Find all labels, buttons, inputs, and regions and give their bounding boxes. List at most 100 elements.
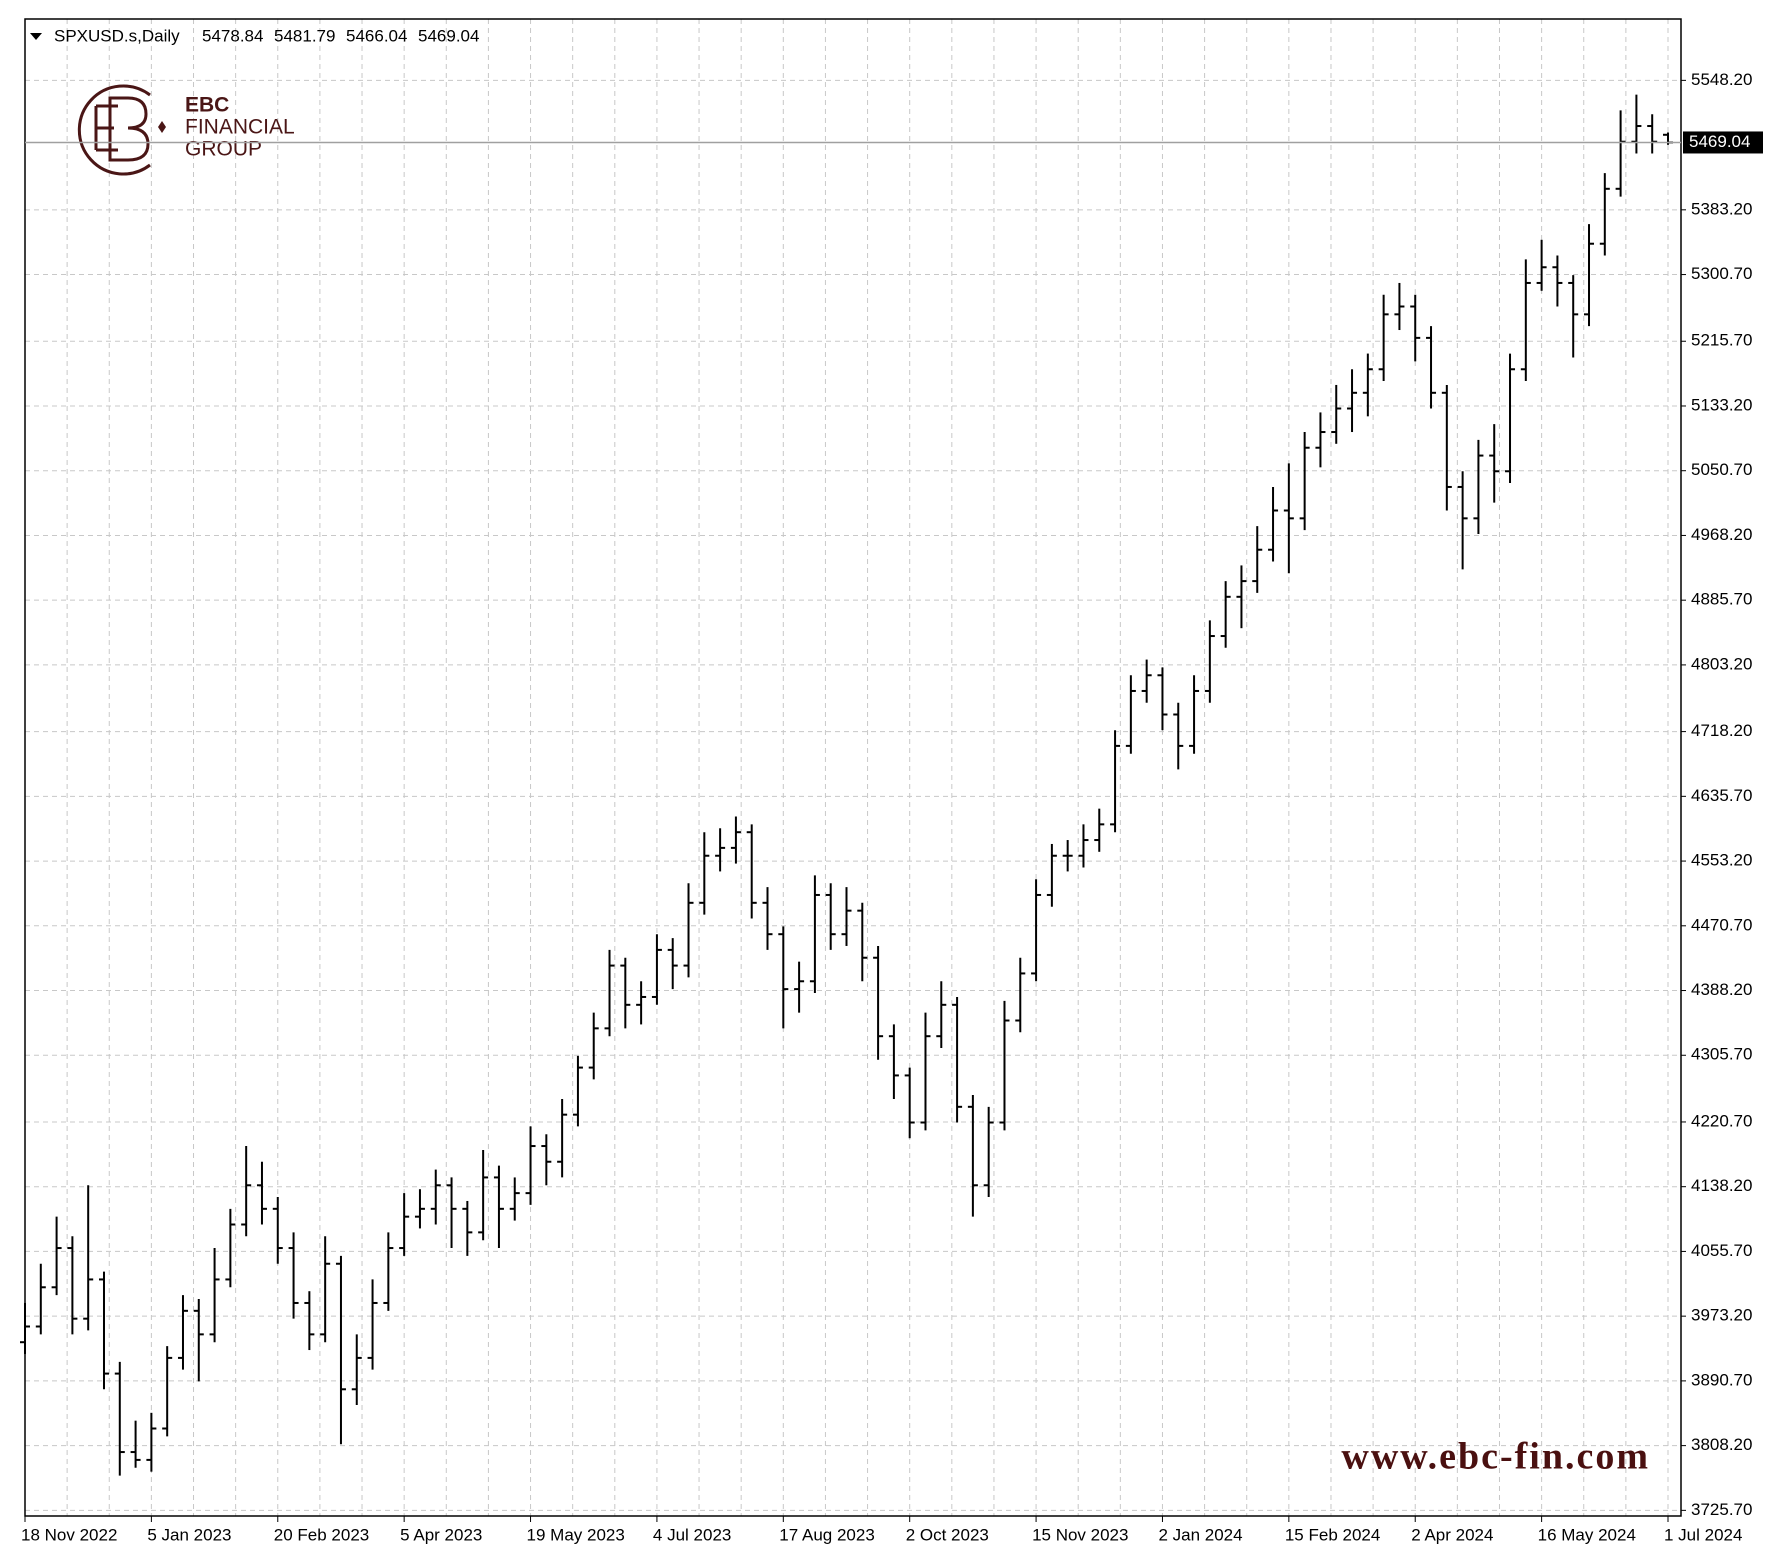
logo-b <box>108 96 150 162</box>
ohlc-bar <box>746 824 757 919</box>
dropdown-arrow[interactable] <box>30 33 42 40</box>
ohlc-bar <box>256 1161 267 1225</box>
ohlc-bar <box>794 961 805 1013</box>
ohlc-bar <box>367 1279 378 1370</box>
ohlc-bar <box>1157 667 1168 731</box>
ohlc-bar <box>1252 526 1263 593</box>
ohlc-bar <box>762 887 773 950</box>
y-tick-label: 5300.70 <box>1691 264 1752 283</box>
y-tick-label: 3808.20 <box>1691 1435 1752 1454</box>
ohlc-bar <box>98 1271 109 1390</box>
price-label-box <box>1683 131 1763 154</box>
ohlc-bar <box>1520 259 1531 382</box>
ohlc-bar <box>1283 463 1294 574</box>
ohlc-bar <box>557 1098 568 1178</box>
x-tick-label: 4 Jul 2023 <box>653 1525 731 1544</box>
ohlc-bar <box>146 1412 157 1472</box>
ohlc-bar <box>114 1361 125 1476</box>
ohlc-bar <box>1015 957 1026 1033</box>
logo-ring <box>77 84 151 176</box>
ohlc-bar <box>1584 224 1595 327</box>
ohlc-bar <box>920 1012 931 1131</box>
ohlc-bar <box>162 1346 173 1437</box>
y-tick-label: 4388.20 <box>1691 980 1752 999</box>
x-tick-label: 19 May 2023 <box>527 1525 625 1544</box>
ohlc-bar <box>572 1055 583 1127</box>
logo-star <box>158 121 166 133</box>
ohlc-bar <box>241 1146 252 1237</box>
ohlc-bar <box>493 1165 504 1249</box>
ohlc-bar <box>1441 384 1452 511</box>
x-tick-label: 2 Apr 2024 <box>1411 1525 1493 1544</box>
x-tick-label: 16 May 2024 <box>1538 1525 1636 1544</box>
ohlc-bar <box>383 1232 394 1311</box>
watermark: www.ebc-fin.com <box>1341 1436 1650 1478</box>
ohlc-bar <box>952 996 963 1123</box>
y-tick-label: 5548.20 <box>1691 70 1752 89</box>
ohlc-bar <box>825 883 836 950</box>
ohlc-bar <box>35 1263 46 1335</box>
y-tick-label: 4220.70 <box>1691 1111 1752 1130</box>
ohlc-bar <box>1110 730 1121 833</box>
symbol: SPXUSD.s,Daily <box>54 26 180 45</box>
ohlc-bar <box>1189 675 1200 754</box>
ohlc-bar <box>478 1149 489 1241</box>
ohlc-bar <box>636 981 647 1025</box>
ohlc-bar <box>1599 173 1610 256</box>
y-tick-label: 4968.20 <box>1691 525 1752 544</box>
ohlc-bar <box>809 875 820 994</box>
header-open: 5478.84 <box>202 26 263 45</box>
y-tick-label: 4635.70 <box>1691 786 1752 805</box>
y-tick-label: 3973.20 <box>1691 1306 1752 1325</box>
ohlc-bar <box>588 1012 599 1080</box>
ohlc-bar <box>351 1334 362 1405</box>
ohlc-bar <box>1046 843 1057 907</box>
header-high: 5481.79 <box>274 26 335 45</box>
x-tick-label: 1 Jul 2024 <box>1664 1525 1742 1544</box>
ohlc-bar <box>272 1197 283 1264</box>
ohlc-bar <box>1299 432 1310 531</box>
y-tick-label: 4803.20 <box>1691 654 1752 673</box>
price-label: 5469.04 <box>1689 132 1750 151</box>
ohlc-bar <box>967 1095 978 1217</box>
ohlc-bar <box>1568 275 1579 358</box>
ohlc-bar <box>936 981 947 1048</box>
x-tick-label: 18 Nov 2022 <box>21 1525 117 1544</box>
ohlc-bar <box>841 887 852 946</box>
ohlc-bar <box>335 1255 346 1445</box>
plot-frame <box>24 18 1682 1517</box>
ohlc-bar <box>715 828 726 872</box>
x-tick-label: 20 Feb 2023 <box>274 1525 369 1544</box>
ohlc-bar <box>983 1106 994 1198</box>
ohlc-bar <box>193 1299 204 1382</box>
ohlc-bar <box>209 1248 220 1343</box>
ohlc-bar <box>1268 486 1279 562</box>
ohlc-bar <box>1331 384 1342 444</box>
x-tick-label: 17 Aug 2023 <box>779 1525 874 1544</box>
y-tick-label: 3725.70 <box>1691 1500 1752 1519</box>
ohlc-bar <box>1315 412 1326 468</box>
ohlc-bar <box>1347 369 1358 433</box>
ohlc-bar <box>304 1291 315 1351</box>
ohlc-bar <box>904 1067 915 1139</box>
y-tick-label: 5133.20 <box>1691 395 1752 414</box>
y-tick-label: 5383.20 <box>1691 199 1752 218</box>
ohlc-bar <box>778 926 789 1029</box>
logo-text: EBC <box>185 94 229 117</box>
ohlc-bar <box>83 1185 94 1331</box>
ohlc-bar <box>1078 824 1089 868</box>
ohlc-bar <box>430 1169 441 1225</box>
ohlc-bar <box>604 949 615 1037</box>
ohlc-bar <box>320 1236 331 1343</box>
ohlc-bar <box>1378 294 1389 382</box>
ohlc-bar <box>1062 840 1073 872</box>
ohlc-bar <box>225 1208 236 1288</box>
header-low: 5466.04 <box>346 26 407 45</box>
logo-e <box>94 104 118 152</box>
y-tick-label: 3890.70 <box>1691 1370 1752 1389</box>
x-tick-label: 15 Nov 2023 <box>1032 1525 1128 1544</box>
grid <box>24 19 1681 1516</box>
ohlc-bar <box>1489 424 1500 503</box>
logo-text: FINANCIAL <box>185 116 295 139</box>
